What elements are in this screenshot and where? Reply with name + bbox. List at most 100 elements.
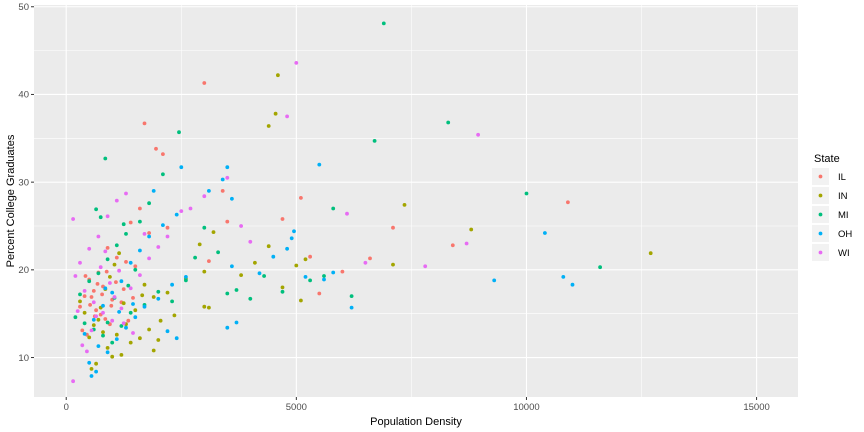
data-point-wi (285, 114, 289, 119)
data-point-wi (71, 379, 75, 384)
data-point-in (276, 73, 280, 78)
data-point-in (96, 317, 101, 322)
data-point-mi (161, 172, 165, 177)
data-point-oh (349, 305, 354, 310)
data-point-oh (317, 162, 322, 167)
data-point-oh (103, 286, 108, 291)
data-point-wi (119, 306, 124, 311)
data-point-oh (165, 329, 170, 334)
data-point-oh (184, 275, 188, 279)
data-point-in (239, 273, 244, 277)
data-point-mi (138, 219, 142, 224)
data-point-oh (234, 320, 239, 325)
data-point-il (104, 269, 109, 274)
x-tick-label: 10000 (513, 402, 539, 413)
data-point-mi (308, 278, 312, 283)
data-point-oh (170, 282, 175, 287)
data-point-in (648, 251, 653, 256)
data-point-in (391, 262, 395, 267)
data-point-wi (138, 273, 142, 277)
data-point-in (273, 111, 278, 116)
data-point-oh (492, 278, 497, 283)
data-point-oh (94, 369, 98, 374)
legend-label-mi: MI (838, 210, 849, 221)
data-point-in (266, 244, 271, 249)
data-point-wi (91, 300, 96, 305)
data-point-wi (101, 310, 105, 315)
data-point-il (121, 287, 126, 291)
data-point-mi (96, 271, 101, 276)
data-point-oh (89, 374, 94, 378)
data-point-wi (363, 260, 368, 265)
data-point-oh (174, 336, 179, 341)
data-point-oh (124, 325, 128, 330)
data-point-in (294, 263, 299, 268)
data-point-wi (202, 194, 207, 199)
data-point-in (138, 336, 142, 341)
data-point-in (266, 124, 271, 128)
data-point-mi (381, 21, 386, 26)
y-tick-label: 20 (18, 265, 29, 276)
data-point-il (368, 256, 372, 261)
legend-label-il: IL (838, 172, 846, 183)
data-point-oh (156, 296, 161, 301)
data-point-il (114, 280, 118, 284)
data-point-mi (372, 139, 377, 143)
data-point-il (131, 296, 135, 300)
y-axis-title: Percent College Graduates (5, 134, 17, 267)
data-point-mi (446, 120, 451, 125)
data-point-in (114, 332, 119, 337)
data-point-il (78, 304, 82, 309)
data-point-oh (179, 165, 184, 170)
data-point-oh (110, 290, 115, 295)
data-point-oh (220, 177, 225, 182)
data-point-wi (112, 295, 117, 299)
data-point-in (207, 305, 211, 310)
data-point-in (156, 338, 161, 342)
data-point-wi (103, 249, 108, 254)
data-point-oh (225, 165, 230, 170)
data-point-mi (193, 255, 198, 260)
y-tick-label: 40 (18, 90, 29, 101)
data-point-in (402, 203, 407, 207)
data-point-mi (184, 278, 188, 283)
data-point-mi (101, 333, 105, 338)
data-point-wi (294, 61, 299, 65)
data-point-mi (331, 206, 336, 211)
legend-marker-in (818, 193, 823, 198)
data-point-mi (119, 324, 124, 328)
data-point-wi (248, 239, 253, 244)
data-point-il (80, 328, 85, 333)
data-point-oh (142, 304, 147, 309)
legend-marker-il (818, 174, 823, 179)
data-point-in (108, 275, 112, 279)
data-point-wi (73, 274, 78, 278)
x-tick-label: 0 (64, 402, 69, 413)
data-point-oh (147, 234, 152, 239)
data-point-wi (165, 234, 170, 239)
data-point-in (197, 242, 202, 247)
data-point-wi (156, 245, 161, 249)
data-point-il (161, 152, 165, 157)
data-point-mi (126, 283, 131, 288)
legend-marker-wi (818, 250, 823, 255)
data-point-oh (331, 270, 336, 275)
data-point-il (105, 246, 110, 250)
data-point-in (133, 308, 138, 313)
data-point-oh (225, 325, 230, 330)
data-point-oh (133, 315, 138, 320)
data-point-wi (80, 343, 85, 348)
data-point-wi (476, 132, 480, 137)
data-point-mi (322, 274, 326, 278)
x-axis: 0 5000 10000 15000 (64, 397, 770, 413)
x-tick-label: 5000 (286, 402, 307, 413)
data-point-il (299, 196, 303, 200)
data-point-oh (230, 196, 234, 201)
data-point-wi (85, 349, 89, 354)
data-point-oh (292, 229, 296, 234)
data-point-mi (262, 274, 266, 278)
data-point-oh (543, 231, 547, 235)
data-point-wi (110, 318, 115, 323)
data-point-mi (98, 215, 103, 220)
data-point-wi (71, 217, 75, 221)
